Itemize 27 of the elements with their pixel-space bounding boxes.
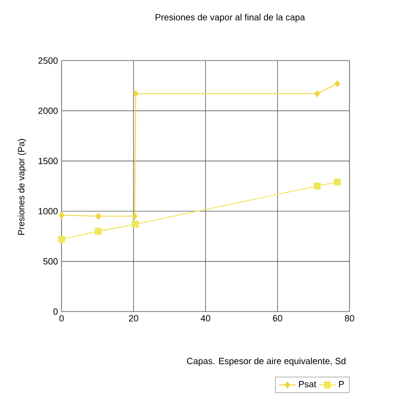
point bbox=[334, 178, 341, 186]
point bbox=[58, 236, 66, 243]
x-tick-label: 20 bbox=[129, 315, 138, 322]
point bbox=[314, 90, 320, 98]
point bbox=[58, 212, 64, 219]
point bbox=[314, 182, 321, 190]
chart-title: Presiones de vapor al final de la capa bbox=[156, 14, 306, 22]
legend-label: P bbox=[339, 381, 344, 388]
y-tick-label: 1000 bbox=[38, 208, 58, 214]
point bbox=[334, 80, 340, 88]
y-tick-label: 1500 bbox=[38, 158, 58, 164]
x-tick-label: 60 bbox=[273, 315, 282, 322]
x-axis-title: Capas. Espesor de aire equivalente, Sd bbox=[187, 358, 346, 366]
point bbox=[132, 220, 139, 228]
legend-label: Psat bbox=[299, 381, 316, 388]
y-tick-label: 2000 bbox=[38, 108, 58, 114]
y-tick-label: 0 bbox=[53, 308, 58, 315]
x-tick-label: 0 bbox=[59, 315, 64, 322]
point bbox=[96, 212, 101, 220]
point bbox=[132, 212, 138, 220]
x-tick-label: 80 bbox=[344, 315, 354, 322]
y-tick-label: 2500 bbox=[38, 57, 58, 64]
x-tick-label: 40 bbox=[200, 315, 210, 322]
point bbox=[133, 90, 138, 98]
y-axis-title: Presiones de vapor (Pa) bbox=[18, 139, 26, 235]
point bbox=[94, 228, 102, 235]
y-tick-label: 500 bbox=[43, 258, 58, 265]
